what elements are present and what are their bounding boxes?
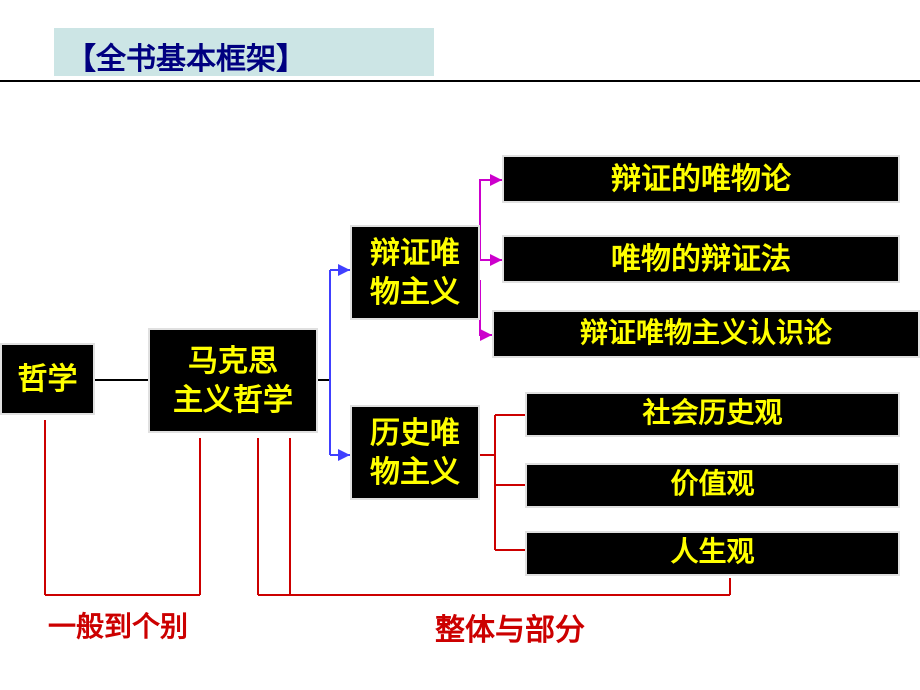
node-marxism: 马克思 主义哲学 <box>148 328 318 433</box>
node-materialist_dialectics: 唯物的辩证法 <box>502 235 900 283</box>
node-dialectical_epistemology: 辩证唯物主义认识论 <box>492 310 920 358</box>
label-whole-part: 整体与部分 <box>435 605 585 649</box>
node-social_history: 社会历史观 <box>525 392 900 437</box>
node-dialectical_ontology: 辩证的唯物论 <box>502 155 900 203</box>
node-philosophy: 哲学 <box>0 343 95 415</box>
node-values: 价值观 <box>525 463 900 508</box>
node-historical_materialism: 历史唯 物主义 <box>350 405 480 500</box>
node-dialectical_materialism: 辩证唯 物主义 <box>350 225 480 320</box>
node-life_view: 人生观 <box>525 531 900 576</box>
header-title: 【全书基本框架】 <box>54 28 434 76</box>
label-general-particular: 一般到个别 <box>48 605 188 645</box>
